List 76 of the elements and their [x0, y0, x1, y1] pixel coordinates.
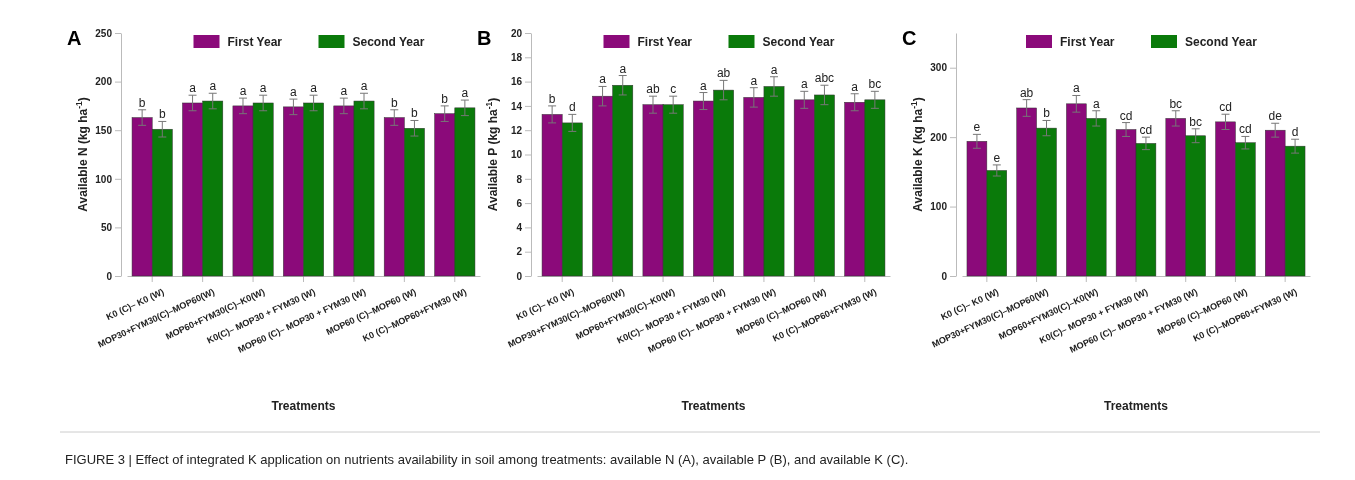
- y-tick-label: 18: [510, 52, 523, 63]
- data-label: a: [599, 72, 607, 87]
- y-tick-label: 100: [930, 201, 948, 213]
- y-tick-label: 0: [106, 270, 113, 282]
- legend-label: Second Year: [762, 35, 835, 49]
- data-label: a: [800, 77, 808, 92]
- y-tick-label: 300: [930, 62, 948, 74]
- data-label: a: [851, 79, 859, 94]
- legend-label: Second Year: [352, 35, 425, 49]
- data-label: a: [360, 79, 368, 94]
- y-tick-label: 14: [510, 100, 523, 112]
- data-label: e: [993, 150, 1001, 165]
- data-label: a: [619, 61, 627, 76]
- data-label: ab: [716, 66, 731, 81]
- y-tick-label: 50: [100, 222, 113, 234]
- y-tick-label: 20: [510, 27, 523, 39]
- x-axis-title: Treatments: [681, 399, 746, 413]
- y-tick-label: 6: [516, 197, 523, 209]
- legend-label: First Year: [637, 35, 693, 49]
- caption: FIGURE 3 | Effect of integrated K application on nutrients availability in soil among treatments: available N (A), available P (B), and available K (C).: [65, 452, 909, 467]
- data-label: b: [158, 107, 166, 122]
- data-label: b: [441, 91, 449, 106]
- data-label: a: [239, 84, 247, 99]
- data-label: a: [700, 78, 708, 93]
- data-label: a: [1073, 81, 1080, 96]
- chart-title: C: [902, 27, 917, 49]
- y-tick-label: 4: [516, 222, 523, 234]
- data-label: bc: [1189, 114, 1202, 129]
- data-label: bc: [1169, 96, 1183, 111]
- y-tick-label: 0: [516, 270, 523, 282]
- y-tick-label: 2: [516, 246, 523, 258]
- data-label: e: [973, 120, 981, 135]
- data-label: cd: [1239, 122, 1252, 137]
- y-tick-label: 10: [510, 149, 523, 161]
- data-label: d: [568, 100, 576, 115]
- data-label: a: [310, 81, 318, 96]
- y-tick-label: 12: [510, 124, 523, 136]
- data-label: bc: [868, 77, 882, 92]
- chart-title: A: [67, 27, 82, 49]
- data-label: a: [1092, 96, 1100, 111]
- data-label: b: [411, 106, 419, 121]
- y-tick-label: 250: [95, 27, 113, 39]
- data-label: a: [750, 73, 758, 88]
- legend-label: Second Year: [1185, 35, 1258, 49]
- y-tick-label: 16: [510, 76, 523, 88]
- data-label: ab: [646, 82, 660, 97]
- data-label: b: [138, 95, 146, 110]
- data-label: de: [1268, 109, 1283, 124]
- x-axis-title: Treatments: [271, 399, 336, 413]
- y-tick-label: 8: [516, 173, 523, 185]
- data-label: cd: [1119, 108, 1133, 123]
- data-label: a: [770, 62, 778, 77]
- legend-label: First Year: [227, 35, 283, 49]
- y-tick-label: 0: [941, 270, 948, 282]
- data-label: a: [209, 79, 217, 94]
- data-label: cd: [1139, 123, 1153, 138]
- data-label: c: [670, 82, 677, 97]
- data-label: cd: [1219, 100, 1232, 115]
- y-tick-label: 150: [95, 124, 113, 136]
- data-label: a: [340, 84, 348, 99]
- data-label: a: [259, 81, 267, 96]
- data-label: b: [548, 91, 556, 106]
- y-tick-label: 100: [95, 173, 113, 185]
- data-label: a: [461, 86, 469, 101]
- data-label: b: [390, 95, 398, 110]
- data-label: a: [290, 85, 298, 100]
- data-label: d: [1291, 125, 1299, 140]
- chart-title: B: [477, 27, 492, 49]
- data-label: a: [189, 81, 197, 96]
- data-label: ab: [1019, 85, 1034, 100]
- data-label: abc: [814, 71, 835, 86]
- data-label: b: [1043, 106, 1051, 121]
- y-tick-label: 200: [930, 131, 948, 143]
- legend-label: First Year: [1060, 35, 1115, 49]
- y-tick-label: 200: [95, 76, 113, 88]
- x-axis-title: Treatments: [1103, 399, 1169, 413]
